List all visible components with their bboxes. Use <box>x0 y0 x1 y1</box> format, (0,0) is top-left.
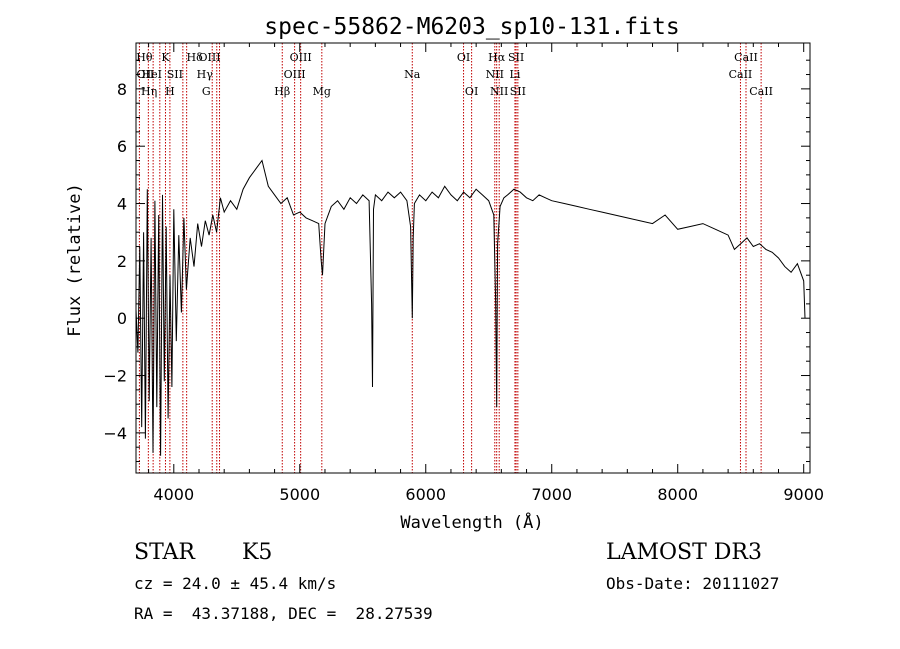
line-marker-label: Li <box>510 68 521 81</box>
line-marker-label: CaII <box>729 68 753 81</box>
y-tick-label: 2 <box>117 252 127 271</box>
line-marker-label: Na <box>404 68 421 81</box>
y-axis-label: Flux (relative) <box>65 183 85 337</box>
y-tick-label: −4 <box>103 424 127 443</box>
y-tick-label: 4 <box>117 195 127 214</box>
line-marker-label: Hη <box>141 85 157 98</box>
line-marker-label: Mg <box>313 85 331 98</box>
y-tick-label: −2 <box>103 367 127 386</box>
subclass: K5 <box>242 540 273 565</box>
line-marker-label: Hγ <box>197 68 214 81</box>
line-marker-label: OIII <box>198 51 220 64</box>
x-tick-label: 6000 <box>405 485 446 504</box>
y-axis: −4 −2 0 2 4 6 8 <box>103 59 810 463</box>
y-tick-label: 0 <box>117 309 127 328</box>
line-marker-label: H <box>165 85 175 98</box>
y-tick-label: 8 <box>117 80 127 99</box>
line-marker-label: CaII <box>734 51 758 64</box>
flux-series <box>135 159 806 456</box>
line-marker-label: NII <box>486 68 504 81</box>
spectral-line-markers <box>138 43 762 473</box>
chart-title: spec-55862-M6203_sp10-131.fits <box>264 14 679 40</box>
line-marker-label: OI <box>465 85 478 98</box>
series-line-flux <box>135 159 806 456</box>
line-marker-label: Hβ <box>274 85 290 98</box>
x-tick-label: 5000 <box>279 485 320 504</box>
line-marker-label: Hθ <box>136 51 153 64</box>
object-class: STAR <box>134 540 195 565</box>
survey-name: LAMOST DR3 <box>606 540 762 565</box>
coordinates: RA = 43.37188, DEC = 28.27539 <box>134 604 433 623</box>
line-marker-label: CaII <box>749 85 773 98</box>
x-tick-label: 8000 <box>657 485 698 504</box>
line-marker-label: SII <box>510 85 526 98</box>
line-marker-label: OII <box>137 68 155 81</box>
line-marker-label: SII <box>167 68 183 81</box>
x-tick-label: 9000 <box>783 485 824 504</box>
x-axis-label: Wavelength (Å) <box>400 511 543 533</box>
plot-frame <box>135 42 811 474</box>
line-marker-label: Hδ <box>187 51 204 64</box>
x-tick-label: 4000 <box>153 485 194 504</box>
line-marker-label: OI <box>457 51 470 64</box>
line-marker-label: OIII <box>284 68 306 81</box>
line-marker-label: HeI <box>142 68 162 81</box>
x-axis: 4000 5000 6000 7000 8000 9000 <box>148 43 824 504</box>
obs-date: Obs-Date: 20111027 <box>606 574 780 593</box>
y-tick-label: 6 <box>117 137 127 156</box>
line-marker-label: SII <box>508 51 524 64</box>
redshift-info: cz = 24.0 ± 45.4 km/s <box>134 574 337 593</box>
line-marker-label: K <box>161 51 170 64</box>
x-tick-label: 7000 <box>531 485 572 504</box>
line-marker-label: OIII <box>290 51 312 64</box>
line-marker-label: Hα <box>488 51 506 64</box>
line-marker-label: G <box>202 85 211 98</box>
line-marker-label: NII <box>490 85 508 98</box>
